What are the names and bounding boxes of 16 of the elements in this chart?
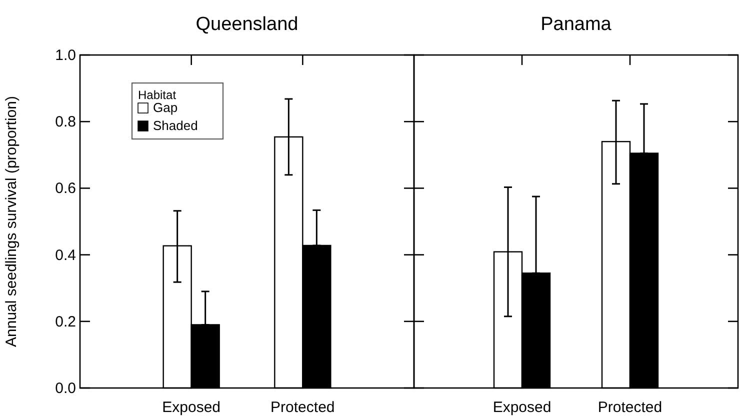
y-tick-label: 0.4 <box>55 246 76 264</box>
y-axis-title: Annual seedlings survival (proportion) <box>3 96 20 347</box>
legend-title: Habitat <box>138 88 177 102</box>
x-tick-label: Protected <box>270 399 335 416</box>
y-tick-label: 1.0 <box>55 47 76 64</box>
chart-title: Queensland <box>196 14 298 35</box>
chart-title: Panama <box>540 14 612 35</box>
y-tick-label: 0.0 <box>55 380 76 397</box>
y-tick-label: 0.6 <box>55 180 76 198</box>
x-tick-label: Exposed <box>162 399 221 416</box>
legend-label: Gap <box>153 100 178 115</box>
y-tick-label: 0.2 <box>55 313 76 330</box>
x-tick-label: Exposed <box>492 399 552 416</box>
x-tick-label: Protected <box>598 399 662 416</box>
y-tick-label: 0.8 <box>55 114 76 131</box>
legend-label: Shaded <box>153 118 198 133</box>
